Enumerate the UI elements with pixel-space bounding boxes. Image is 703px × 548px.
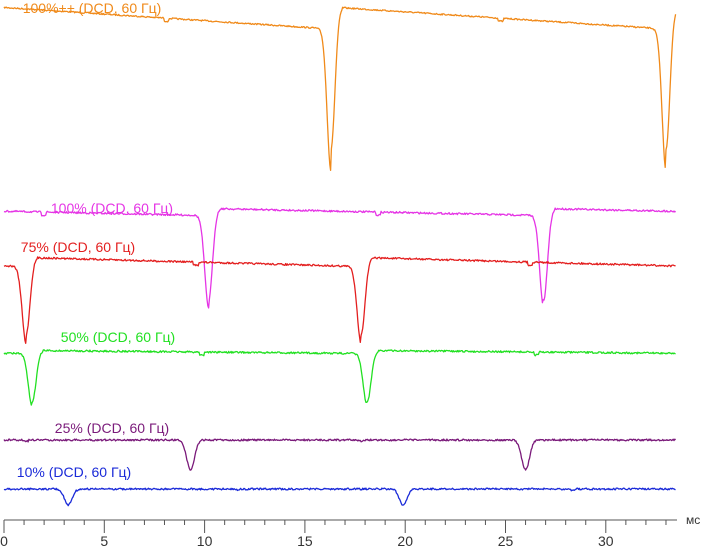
series-label-4: 25% (DCD, 60 Гц) bbox=[55, 420, 169, 436]
x-tick-label-6: 30 bbox=[598, 533, 614, 548]
x-tick-label-0: 0 bbox=[0, 533, 8, 548]
x-tick-label-2: 10 bbox=[197, 533, 213, 548]
series-traces bbox=[3, 6, 677, 507]
series-label-1: 100% (DCD, 60 Гц) bbox=[51, 200, 173, 216]
x-tick-label-4: 20 bbox=[397, 533, 413, 548]
series-line-5 bbox=[3, 487, 676, 507]
series-line-2 bbox=[3, 256, 676, 344]
series-line-3 bbox=[3, 349, 676, 406]
x-tick-label-3: 15 bbox=[297, 533, 313, 548]
x-axis-unit-label: мс bbox=[686, 513, 700, 527]
series-line-1 bbox=[3, 207, 677, 309]
series-label-2: 75% (DCD, 60 Гц) bbox=[21, 239, 135, 255]
x-axis: мс 0 5 10 15 20 25 30 bbox=[0, 513, 700, 548]
series-label-3: 50% (DCD, 60 Гц) bbox=[61, 329, 175, 345]
series-labels: 100%++ (DCD, 60 Гц) 100% (DCD, 60 Гц) 75% … bbox=[17, 0, 175, 480]
x-tick-label-5: 25 bbox=[498, 533, 514, 548]
series-line-0 bbox=[3, 6, 677, 172]
series-label-5: 10% (DCD, 60 Гц) bbox=[17, 464, 131, 480]
series-line-4 bbox=[3, 438, 676, 471]
x-tick-label-1: 5 bbox=[100, 533, 108, 548]
series-label-0: 100%++ (DCD, 60 Гц) bbox=[23, 0, 162, 16]
